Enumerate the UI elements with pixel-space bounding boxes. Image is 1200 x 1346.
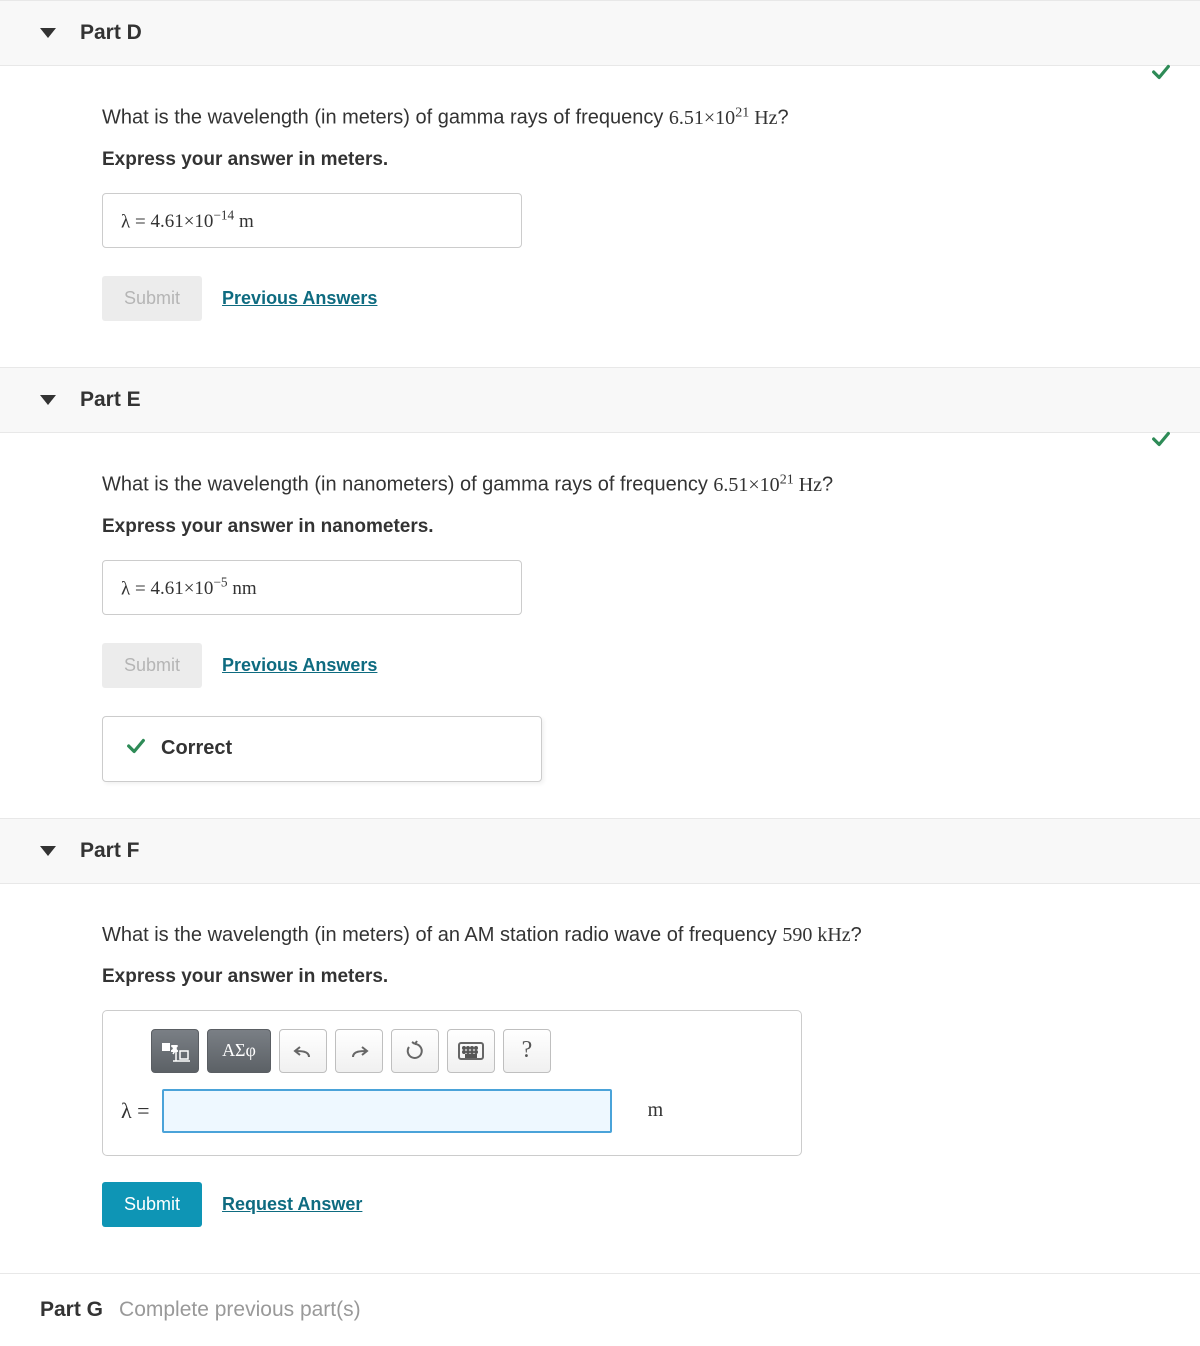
submit-button: Submit: [102, 276, 202, 321]
submit-button[interactable]: Submit: [102, 1182, 202, 1227]
question-text: What is the wavelength (in meters) of ga…: [102, 107, 669, 129]
caret-down-icon[interactable]: [40, 846, 56, 856]
lambda-label: λ =: [121, 578, 150, 599]
part-f-header: Part F: [0, 818, 1200, 884]
part-e-buttons: Submit Previous Answers: [102, 643, 1160, 688]
part-d-answer-box: λ = 4.61×10−14 m: [102, 193, 522, 248]
checkmark-icon: [125, 735, 147, 763]
part-f-title: Part F: [80, 839, 140, 863]
part-g-text: Complete previous part(s): [119, 1298, 361, 1322]
answer-input-panel: x ΑΣφ ? λ = m: [102, 1010, 802, 1156]
templates-icon[interactable]: x: [151, 1029, 199, 1073]
answer-exp: −5: [213, 575, 227, 590]
part-e-body: What is the wavelength (in nanometers) o…: [0, 433, 1200, 818]
lambda-label: λ =: [121, 211, 150, 232]
question-end: ?: [778, 107, 789, 129]
part-f-body: What is the wavelength (in meters) of an…: [0, 884, 1200, 1273]
freq-unit: Hz: [749, 107, 777, 129]
request-answer-link[interactable]: Request Answer: [222, 1194, 362, 1215]
part-e-answer-box: λ = 4.61×10−5 nm: [102, 560, 522, 615]
feedback-correct: Correct: [102, 716, 542, 782]
checkmark-icon: [1150, 428, 1172, 456]
previous-answers-link[interactable]: Previous Answers: [222, 288, 377, 309]
redo-icon[interactable]: [335, 1029, 383, 1073]
freq-exp: 21: [780, 472, 794, 487]
part-f-instruction: Express your answer in meters.: [102, 966, 1160, 988]
question-end: ?: [851, 924, 862, 946]
lambda-equals-label: λ =: [121, 1098, 150, 1124]
part-f-buttons: Submit Request Answer: [102, 1182, 1160, 1227]
freq-exp: 21: [735, 105, 749, 120]
answer-unit: m: [234, 211, 254, 232]
answer-unit: nm: [228, 578, 257, 599]
keyboard-icon[interactable]: [447, 1029, 495, 1073]
part-e-header: Part E: [0, 367, 1200, 433]
feedback-text: Correct: [161, 737, 232, 760]
previous-answers-link[interactable]: Previous Answers: [222, 655, 377, 676]
undo-icon[interactable]: [279, 1029, 327, 1073]
question-text: What is the wavelength (in meters) of an…: [102, 924, 782, 946]
checkmark-icon: [1150, 61, 1172, 89]
help-icon[interactable]: ?: [503, 1029, 551, 1073]
part-f-question: What is the wavelength (in meters) of an…: [102, 920, 1160, 950]
part-d-buttons: Submit Previous Answers: [102, 276, 1160, 321]
greek-label: ΑΣφ: [222, 1040, 256, 1061]
answer-input-row: λ = m: [121, 1089, 783, 1133]
equation-toolbar: x ΑΣφ ?: [121, 1025, 783, 1089]
answer-exp: −14: [213, 208, 234, 223]
reset-icon[interactable]: [391, 1029, 439, 1073]
wavelength-input[interactable]: [162, 1089, 612, 1133]
part-g-row: Part G Complete previous part(s): [0, 1273, 1200, 1346]
question-end: ?: [822, 474, 833, 496]
caret-down-icon[interactable]: [40, 395, 56, 405]
answer-coeff: 4.61×10: [150, 211, 213, 232]
freq-unit: Hz: [794, 474, 822, 496]
caret-down-icon[interactable]: [40, 28, 56, 38]
part-e-instruction: Express your answer in nanometers.: [102, 516, 1160, 538]
unit-label: m: [648, 1099, 664, 1122]
part-d-body: What is the wavelength (in meters) of ga…: [0, 66, 1200, 367]
part-g-label: Part G: [40, 1298, 103, 1322]
freq-unit: kHz: [817, 924, 850, 946]
part-e-question: What is the wavelength (in nanometers) o…: [102, 469, 1160, 500]
part-d-title: Part D: [80, 21, 142, 45]
part-d-question: What is the wavelength (in meters) of ga…: [102, 102, 1160, 133]
part-d-instruction: Express your answer in meters.: [102, 149, 1160, 171]
part-e-title: Part E: [80, 388, 141, 412]
part-d-header: Part D: [0, 0, 1200, 66]
submit-button: Submit: [102, 643, 202, 688]
freq-coeff: 6.51×10: [713, 474, 779, 496]
freq-coeff: 6.51×10: [669, 107, 735, 129]
question-text: What is the wavelength (in nanometers) o…: [102, 474, 713, 496]
answer-coeff: 4.61×10: [150, 578, 213, 599]
greek-letters-button[interactable]: ΑΣφ: [207, 1029, 271, 1073]
freq-val: 590: [782, 924, 817, 946]
